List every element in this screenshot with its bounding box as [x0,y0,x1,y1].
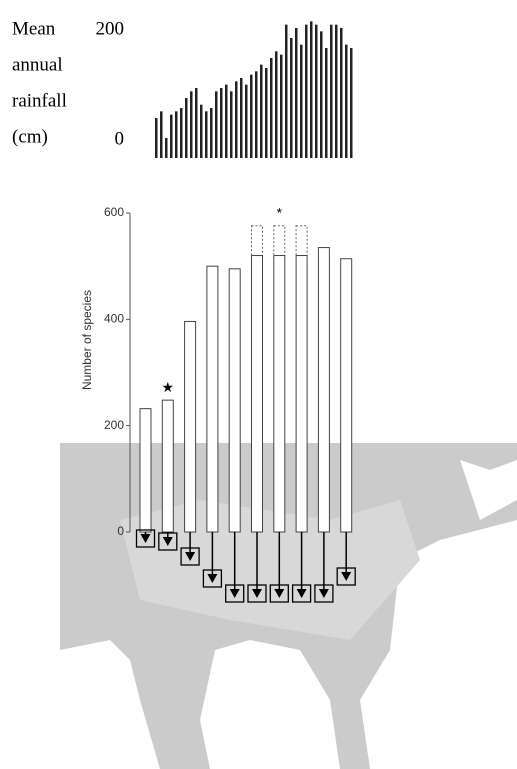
bar [180,108,183,158]
arrow-head [140,534,151,543]
bar [340,258,353,533]
bar [155,118,158,158]
y-tick-label: 200 [104,418,124,432]
bar [285,24,288,158]
bar [290,38,293,158]
arrow-head [162,537,173,546]
y-axis-label: rainfall [12,90,67,111]
bar [345,44,348,158]
bar [235,81,238,158]
bar [255,71,258,158]
arrow-head [341,572,352,581]
site-box [336,567,356,586]
site-box [180,547,200,566]
species-chart: Number of species 0 200 400 600 ★ * [80,204,356,603]
bar [210,108,213,158]
bar [320,31,323,158]
bar [265,68,268,158]
y-tick-label: 200 [96,18,125,39]
bar [240,78,243,158]
site-box [247,584,267,603]
y-tick-label: 600 [104,205,124,219]
bar [280,54,283,158]
site-box [135,529,156,548]
y-tick-label: 0 [117,524,124,538]
map [60,443,517,769]
y-axis-label: annual [12,54,63,75]
arrow-head [274,589,285,598]
site-box [291,584,312,603]
bar-extension [273,225,286,257]
bar [295,255,308,533]
bar [184,320,197,533]
arrow-head [296,589,307,598]
bar-extension [295,225,308,257]
bar [250,74,253,158]
bar [205,111,208,158]
arrow-head [252,589,262,598]
bar [317,247,330,533]
y-tick-label: 400 [104,312,124,326]
arrow-head [229,589,240,598]
bar [165,138,168,158]
bar [245,84,248,158]
site-box [158,532,178,551]
bar [228,268,241,533]
bar-extension [251,225,263,257]
site-box [202,569,223,588]
bar [195,88,198,158]
bar [230,91,233,158]
site-box [269,584,289,603]
bar [305,24,308,158]
arrow-head [185,552,196,561]
site-box [225,584,245,603]
bar [350,48,353,158]
bar [310,21,313,159]
bar [273,255,286,533]
y-axis-label: Mean [12,18,56,39]
rainfall-chart: Mean annual rainfall (cm) 0 200 [12,18,353,159]
bar [206,265,219,533]
bar [325,48,328,158]
bar [220,88,223,158]
bar [185,98,188,158]
bar [175,111,178,158]
bar [225,84,228,158]
bar [160,111,163,158]
bar [340,28,343,158]
y-axis-label: Number of species [80,290,94,390]
bar [315,24,318,158]
bar [215,91,218,158]
bar [260,64,263,158]
y-axis-label: (cm) [12,126,48,147]
bar [139,408,152,533]
arrow-head [207,574,218,583]
bar [270,58,273,158]
arrow-head [318,589,329,598]
bar [295,28,298,158]
annotation: * [277,204,283,220]
y-tick-label: 0 [115,128,125,149]
bar [330,24,333,158]
bar [190,91,193,158]
annotation: ★ [162,379,175,395]
bar [275,51,278,159]
site-box [314,584,334,603]
bar [170,114,173,158]
bar [251,255,263,533]
bar [300,44,303,158]
bar [335,24,338,158]
bar [200,104,203,158]
bar [161,399,174,533]
